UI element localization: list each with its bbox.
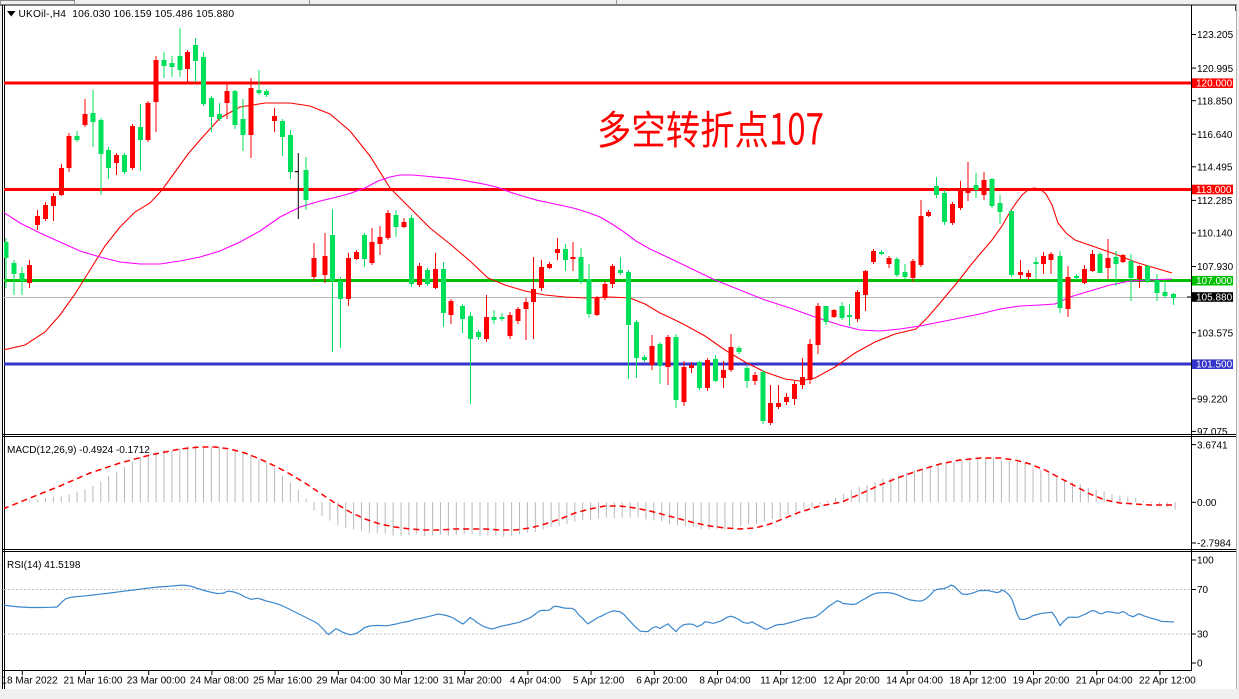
svg-text:24 Mar 08:00: 24 Mar 08:00: [190, 676, 249, 687]
svg-text:116.640: 116.640: [1197, 130, 1233, 141]
svg-text:30 Mar 12:00: 30 Mar 12:00: [380, 676, 439, 687]
svg-text:6 Apr 20:00: 6 Apr 20:00: [636, 676, 688, 687]
svg-text:12 Apr 20:00: 12 Apr 20:00: [823, 676, 880, 687]
svg-text:3.6741: 3.6741: [1197, 440, 1228, 451]
svg-text:97.075: 97.075: [1197, 427, 1228, 438]
svg-text:MACD(12,26,9) -0.4924 -0.1712: MACD(12,26,9) -0.4924 -0.1712: [7, 445, 150, 456]
svg-text:25 Mar 16:00: 25 Mar 16:00: [253, 676, 312, 687]
svg-text:21 Mar 16:00: 21 Mar 16:00: [64, 676, 123, 687]
svg-text:11 Apr 12:00: 11 Apr 12:00: [760, 676, 816, 687]
svg-text:107.930: 107.930: [1197, 262, 1234, 273]
svg-text:8 Apr 04:00: 8 Apr 04:00: [699, 676, 751, 687]
svg-text:21 Apr 04:00: 21 Apr 04:00: [1076, 676, 1133, 687]
svg-text:22 Apr 12:00: 22 Apr 12:00: [1139, 676, 1196, 687]
svg-text:UKOil-,H4 106.030 106.159 105: UKOil-,H4 106.030 106.159 105.486 105.88…: [19, 9, 235, 20]
svg-text:30: 30: [1197, 630, 1209, 641]
svg-text:5 Apr 12:00: 5 Apr 12:00: [573, 676, 625, 687]
svg-text:110.140: 110.140: [1197, 229, 1233, 240]
svg-text:18 Mar 2022: 18 Mar 2022: [2, 676, 59, 687]
svg-text:0.00: 0.00: [1197, 498, 1217, 509]
svg-text:114.495: 114.495: [1197, 163, 1233, 174]
svg-text:118.850: 118.850: [1197, 96, 1233, 107]
svg-text:31 Mar 20:00: 31 Mar 20:00: [443, 676, 502, 687]
svg-text:-2.7984: -2.7984: [1197, 539, 1231, 550]
svg-text:112.285: 112.285: [1197, 196, 1233, 207]
svg-text:100: 100: [1197, 556, 1214, 567]
svg-text:120.995: 120.995: [1197, 64, 1234, 75]
svg-text:99.220: 99.220: [1197, 395, 1228, 406]
svg-text:29 Mar 04:00: 29 Mar 04:00: [316, 676, 375, 687]
svg-text:120.000: 120.000: [1196, 79, 1233, 90]
svg-text:23 Mar 00:00: 23 Mar 00:00: [127, 676, 186, 687]
svg-text:103.575: 103.575: [1197, 328, 1234, 339]
svg-text:107.000: 107.000: [1196, 276, 1233, 287]
svg-text:18 Apr 12:00: 18 Apr 12:00: [949, 676, 1006, 687]
svg-text:101.500: 101.500: [1196, 360, 1233, 371]
svg-text:RSI(14) 41.5198: RSI(14) 41.5198: [7, 560, 81, 571]
svg-text:113.000: 113.000: [1196, 185, 1232, 196]
svg-text:70: 70: [1197, 585, 1209, 596]
svg-text:14 Apr 04:00: 14 Apr 04:00: [886, 676, 943, 687]
svg-text:4 Apr 04:00: 4 Apr 04:00: [510, 676, 562, 687]
svg-text:19 Apr 20:00: 19 Apr 20:00: [1013, 676, 1070, 687]
svg-text:123.205: 123.205: [1197, 30, 1234, 41]
svg-text:105.880: 105.880: [1196, 293, 1233, 304]
svg-text:0: 0: [1197, 659, 1203, 670]
